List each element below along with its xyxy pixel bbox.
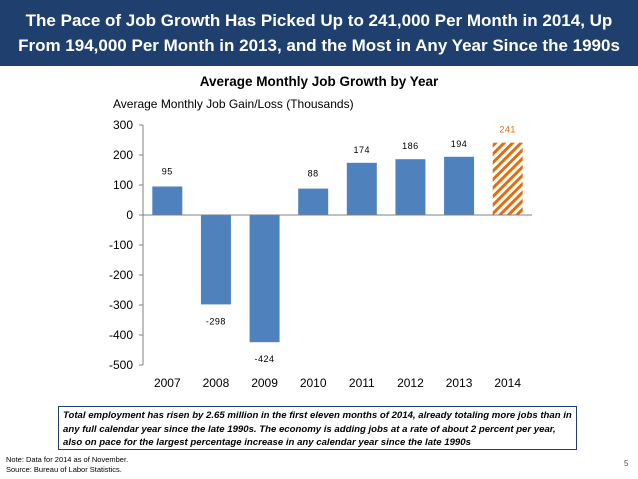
x-tick-label: 2014	[494, 376, 521, 390]
bar	[298, 188, 329, 215]
y-tick-label: -100	[109, 238, 133, 252]
data-label: 174	[354, 145, 371, 155]
bar	[444, 156, 475, 215]
y-tick-label: 200	[113, 148, 133, 162]
note-line: Note: Data for 2014 as of November.	[6, 455, 129, 464]
y-tick-label: -400	[109, 328, 133, 342]
y-tick-label: 0	[126, 208, 133, 222]
bar	[152, 186, 183, 215]
data-label: 241	[499, 125, 516, 135]
data-label: -424	[255, 354, 275, 364]
data-label: 194	[451, 139, 468, 149]
x-tick-label: 2010	[300, 376, 327, 390]
bar	[395, 159, 426, 215]
bar	[249, 215, 280, 343]
y-tick-label: -300	[109, 298, 133, 312]
data-label: 95	[162, 167, 173, 177]
chart-title: Average Monthly Job Growth by Year	[199, 74, 439, 89]
summary-callout: Total employment has risen by 2.65 milli…	[58, 406, 577, 450]
x-tick-label: 2012	[397, 376, 424, 390]
x-tick-label: 2009	[251, 376, 278, 390]
y-tick-label: 300	[113, 118, 133, 132]
bar	[492, 142, 523, 215]
y-axis-label: Average Monthly Job Gain/Loss (Thousands…	[113, 97, 354, 111]
x-tick-label: 2013	[446, 376, 473, 390]
data-label: 186	[402, 141, 419, 151]
slide-header: The Pace of Job Growth Has Picked Up to …	[0, 0, 638, 66]
y-tick-label: 100	[113, 178, 133, 192]
source-line: Source: Bureau of Labor Statistics.	[6, 465, 122, 474]
y-tick-label: -500	[109, 358, 133, 372]
bar	[200, 215, 231, 305]
bar	[346, 162, 377, 215]
y-tick-label: -200	[109, 268, 133, 282]
x-tick-label: 2007	[154, 376, 181, 390]
data-label: -298	[206, 316, 226, 326]
footnote: Note: Data for 2014 as of November. Sour…	[6, 455, 128, 475]
x-tick-label: 2008	[203, 376, 230, 390]
page-number: 5	[624, 459, 629, 468]
x-tick-label: 2011	[349, 376, 375, 390]
data-label: 88	[308, 169, 319, 179]
callout-text: Total employment has risen by 2.65 milli…	[63, 410, 572, 448]
slide-title: The Pace of Job Growth Has Picked Up to …	[18, 11, 620, 55]
